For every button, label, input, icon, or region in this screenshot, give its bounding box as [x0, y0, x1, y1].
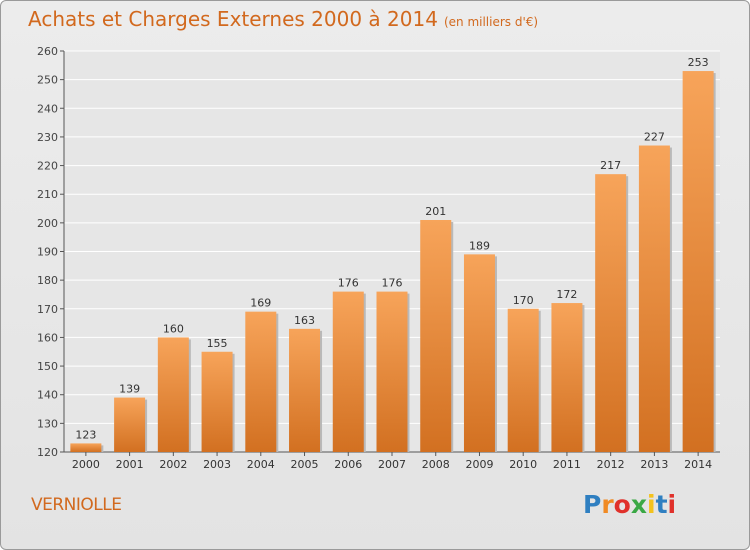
- x-tick-label: 2002: [159, 458, 187, 471]
- y-tick-label: 210: [37, 188, 58, 201]
- logo-letter: P: [583, 490, 602, 519]
- commune-name: VERNIOLLE: [31, 495, 122, 515]
- y-tick-label: 120: [37, 446, 58, 459]
- x-tick-label: 2000: [72, 458, 100, 471]
- logo-letter: t: [655, 490, 668, 519]
- y-tick-label: 140: [37, 389, 58, 402]
- bar: [420, 219, 452, 452]
- chart-unit: (en milliers d'€): [443, 15, 539, 29]
- bar: [245, 311, 277, 452]
- bar-value-label: 176: [382, 277, 403, 290]
- bar: [682, 71, 714, 453]
- y-tick-label: 240: [37, 102, 58, 115]
- bar-value-label: 139: [119, 383, 140, 396]
- logo-letter: r: [601, 490, 614, 519]
- bar-value-label: 253: [688, 56, 709, 69]
- bar: [201, 351, 233, 452]
- chart-title-text: Achats et Charges Externes 2000 à 2014: [28, 7, 438, 31]
- x-tick-label: 2008: [422, 458, 450, 471]
- bar-value-label: 227: [644, 131, 665, 144]
- x-tick-label: 2003: [203, 458, 231, 471]
- bar: [638, 145, 670, 452]
- y-tick-label: 250: [37, 74, 58, 87]
- bar: [595, 174, 627, 452]
- bar: [157, 337, 189, 452]
- bar-value-label: 189: [469, 239, 490, 252]
- logo-letter: x: [630, 490, 647, 519]
- y-tick-label: 150: [37, 360, 58, 373]
- x-tick-label: 2014: [684, 458, 712, 471]
- x-tick-label: 2005: [291, 458, 319, 471]
- x-tick-label: 2007: [378, 458, 406, 471]
- bar: [114, 397, 146, 452]
- x-tick-label: 2006: [334, 458, 362, 471]
- bar: [551, 303, 583, 452]
- bar: [289, 328, 321, 452]
- bar-value-label: 160: [163, 322, 184, 335]
- y-tick-label: 230: [37, 131, 58, 144]
- bar-value-label: 176: [338, 277, 359, 290]
- x-tick-label: 2013: [640, 458, 668, 471]
- bar: [376, 291, 408, 452]
- logo-letter: i: [667, 490, 677, 519]
- bar-value-label: 201: [425, 205, 446, 218]
- x-tick-label: 2009: [465, 458, 493, 471]
- bar-value-label: 169: [250, 297, 271, 310]
- x-tick-label: 2004: [247, 458, 275, 471]
- x-tick-label: 2012: [597, 458, 625, 471]
- y-tick-label: 220: [37, 160, 58, 173]
- bar-value-label: 123: [75, 428, 96, 441]
- x-tick-label: 2010: [509, 458, 537, 471]
- logo-letter: i: [647, 490, 656, 519]
- y-tick-label: 200: [37, 217, 58, 230]
- bar-value-label: 163: [294, 314, 315, 327]
- logo-letter: o: [613, 490, 631, 519]
- bar: [463, 254, 495, 452]
- x-tick-label: 2001: [116, 458, 144, 471]
- x-tick-label: 2011: [553, 458, 581, 471]
- y-tick-label: 160: [37, 331, 58, 344]
- y-tick-label: 190: [37, 246, 58, 259]
- bar: [507, 308, 539, 452]
- bar-value-label: 155: [207, 337, 228, 350]
- bar-value-label: 170: [513, 294, 534, 307]
- y-tick-label: 180: [37, 274, 58, 287]
- bar-value-label: 172: [556, 288, 577, 301]
- bar: [70, 443, 102, 452]
- y-tick-label: 260: [37, 45, 58, 58]
- y-tick-label: 130: [37, 417, 58, 430]
- proxiti-logo: Proxiti: [583, 490, 676, 519]
- chart-title: Achats et Charges Externes 2000 à 2014 (e…: [28, 7, 538, 31]
- y-tick-label: 170: [37, 303, 58, 316]
- bar-value-label: 217: [600, 159, 621, 172]
- bar: [332, 291, 364, 452]
